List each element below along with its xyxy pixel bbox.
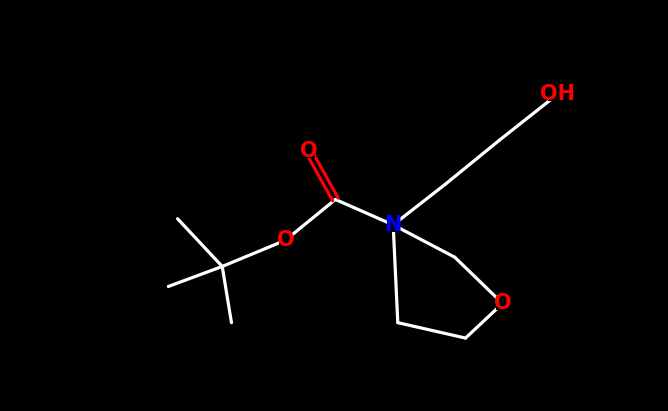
Text: O: O bbox=[277, 230, 294, 250]
Text: O: O bbox=[494, 293, 511, 314]
FancyBboxPatch shape bbox=[279, 233, 292, 247]
Text: OH: OH bbox=[540, 84, 575, 104]
Text: O: O bbox=[300, 141, 317, 161]
FancyBboxPatch shape bbox=[302, 144, 315, 158]
FancyBboxPatch shape bbox=[548, 87, 568, 101]
FancyBboxPatch shape bbox=[496, 296, 509, 310]
FancyBboxPatch shape bbox=[387, 218, 399, 232]
Text: N: N bbox=[385, 215, 402, 235]
